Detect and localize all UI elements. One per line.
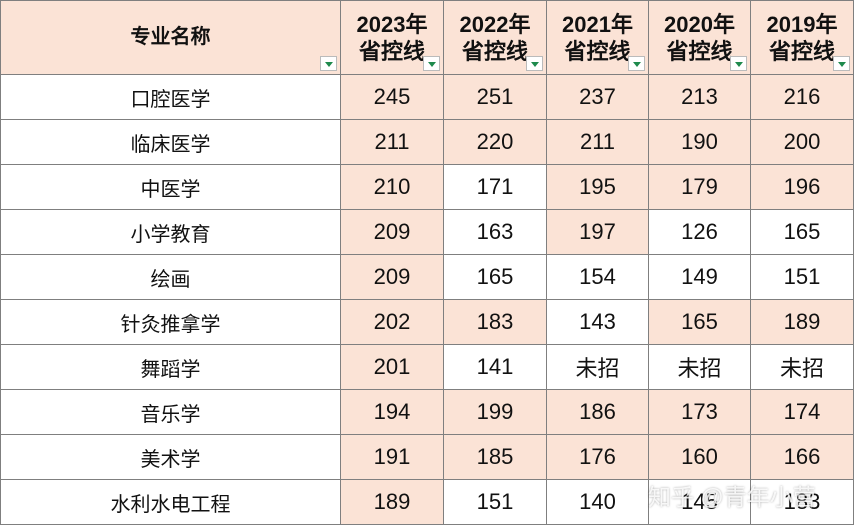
score-cell: 151 — [443, 479, 547, 525]
header-label: 省控线 — [768, 38, 835, 64]
score-cell: 194 — [340, 389, 444, 435]
score-cell: 213 — [648, 74, 751, 120]
score-cell: 209 — [340, 209, 444, 255]
score-cell: 189 — [750, 299, 854, 345]
score-cell: 154 — [546, 254, 649, 300]
score-cell: 211 — [546, 119, 649, 165]
header-text: 专业名称 — [130, 26, 211, 48]
header-year: 2022年 — [459, 11, 531, 37]
score-cell: 186 — [546, 389, 649, 435]
filter-button[interactable] — [320, 56, 337, 71]
score-cell: 237 — [546, 74, 649, 120]
header-row: 专业名称 2023年 省控线 2022年 省控线 2021年 省控线 2020年 省控线 201… — [0, 0, 854, 75]
table-row: 临床医学 211 220 211 190 200 — [0, 119, 854, 165]
score-cell: 未招 — [546, 344, 649, 390]
score-cell: 201 — [340, 344, 444, 390]
header-year: 2019年 — [766, 11, 838, 37]
major-name: 针灸推拿学 — [0, 299, 341, 345]
score-cell: 165 — [648, 299, 751, 345]
score-cell: 166 — [750, 434, 854, 480]
score-cell: 173 — [648, 389, 751, 435]
score-cell: 163 — [443, 209, 547, 255]
score-cell: 195 — [546, 164, 649, 210]
score-cell: 165 — [750, 209, 854, 255]
score-cell: 149 — [648, 254, 751, 300]
header-cell: 专业名称 — [0, 0, 341, 75]
score-cell: 190 — [648, 119, 751, 165]
major-name: 中医学 — [0, 164, 341, 210]
filter-button[interactable] — [730, 56, 747, 71]
score-cell: 151 — [750, 254, 854, 300]
table-row: 绘画 209 165 154 149 151 — [0, 254, 854, 300]
table-row: 中医学 210 171 195 179 196 — [0, 164, 854, 210]
watermark: 知乎 @青年小营 — [648, 484, 816, 510]
score-cell: 160 — [648, 434, 751, 480]
score-cell: 189 — [340, 479, 444, 525]
score-cell: 251 — [443, 74, 547, 120]
header-label: 省控线 — [564, 38, 631, 64]
header-year: 2023年 — [356, 11, 428, 37]
major-name: 舞蹈学 — [0, 344, 341, 390]
score-cell: 197 — [546, 209, 649, 255]
header-cell: 2022年 省控线 — [443, 0, 547, 75]
header-label: 省控线 — [358, 38, 425, 64]
table-row: 口腔医学 245 251 237 213 216 — [0, 74, 854, 120]
table-body: 口腔医学 245 251 237 213 216 临床医学 211 220 211 190 200 中医… — [0, 74, 854, 525]
major-name: 小学教育 — [0, 209, 341, 255]
major-name: 临床医学 — [0, 119, 341, 165]
filter-button[interactable] — [628, 56, 645, 71]
score-cell: 未招 — [648, 344, 751, 390]
header-year: 2021年 — [562, 11, 633, 37]
score-cell: 141 — [443, 344, 547, 390]
score-cell: 143 — [546, 299, 649, 345]
score-cell: 140 — [546, 479, 649, 525]
score-cell: 209 — [340, 254, 444, 300]
score-cell: 126 — [648, 209, 751, 255]
table-row: 小学教育 209 163 197 126 165 — [0, 209, 854, 255]
score-cell: 171 — [443, 164, 547, 210]
score-cell: 145 — [648, 479, 751, 525]
header-cell: 2023年 省控线 — [340, 0, 444, 75]
score-cell: 183 — [750, 479, 854, 525]
table-row: 水利水电工程 189 151 140 145 183 — [0, 479, 854, 525]
filter-button[interactable] — [423, 56, 440, 71]
header-cell: 2019年 省控线 — [750, 0, 854, 75]
score-cell: 未招 — [750, 344, 854, 390]
score-cell: 176 — [546, 434, 649, 480]
table-row: 舞蹈学 201 141 未招 未招 未招 — [0, 344, 854, 390]
score-cell: 216 — [750, 74, 854, 120]
filter-button[interactable] — [833, 56, 850, 71]
filter-button[interactable] — [526, 56, 543, 71]
table-row: 美术学 191 185 176 160 166 — [0, 434, 854, 480]
score-cell: 200 — [750, 119, 854, 165]
score-cell: 210 — [340, 164, 444, 210]
score-cell: 211 — [340, 119, 444, 165]
header-label: 省控线 — [461, 38, 528, 64]
score-cell: 220 — [443, 119, 547, 165]
header-year: 2020年 — [664, 11, 735, 37]
table-row: 音乐学 194 199 186 173 174 — [0, 389, 854, 435]
score-cell: 183 — [443, 299, 547, 345]
major-name: 绘画 — [0, 254, 341, 300]
header-label: 省控线 — [666, 38, 733, 64]
score-cell: 199 — [443, 389, 547, 435]
major-name: 美术学 — [0, 434, 341, 480]
header-cell: 2020年 省控线 — [648, 0, 751, 75]
table-row: 针灸推拿学 202 183 143 165 189 — [0, 299, 854, 345]
header-cell: 2021年 省控线 — [546, 0, 649, 75]
major-name: 口腔医学 — [0, 74, 341, 120]
score-cell: 191 — [340, 434, 444, 480]
score-cell: 165 — [443, 254, 547, 300]
score-cell: 245 — [340, 74, 444, 120]
score-cell: 179 — [648, 164, 751, 210]
score-cell: 202 — [340, 299, 444, 345]
major-name: 水利水电工程 — [0, 479, 341, 525]
score-cell: 174 — [750, 389, 854, 435]
score-cell: 185 — [443, 434, 547, 480]
score-cell: 196 — [750, 164, 854, 210]
major-name: 音乐学 — [0, 389, 341, 435]
